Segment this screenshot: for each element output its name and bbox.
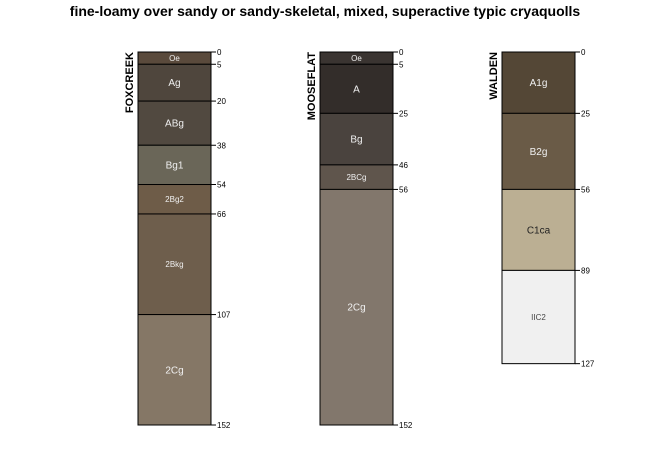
depth-label: 127	[581, 360, 595, 369]
depth-label: 107	[217, 311, 231, 320]
depth-label: 54	[217, 181, 226, 190]
profile-name: FOXCREEK	[124, 52, 136, 113]
depth-label: 38	[217, 141, 226, 150]
horizon-b2g	[501, 112, 576, 190]
horizon-label: 2Cg	[347, 303, 365, 314]
horizon-label: Bg1	[166, 160, 184, 171]
horizon-label: Oe	[351, 54, 362, 63]
soil-profile-foxcreek: Oe Ag ABg Bg1 2Bg2 2Bkg 2Cg 0 5 20 38 54 66 107 152 FOX…	[124, 48, 231, 430]
horizon-2cg	[137, 314, 212, 426]
horizon-bg	[319, 112, 394, 166]
depth-label: 0	[399, 48, 404, 57]
horizon-c1ca	[501, 188, 576, 271]
soil-profile-walden: A1g B2g C1ca IIC2 0 25 56 89 127 WALDEN	[488, 48, 595, 369]
horizon-label: C1ca	[527, 225, 551, 236]
horizon-a1g	[501, 51, 576, 114]
horizon-label: 2Cg	[165, 365, 183, 376]
horizon-label: Oe	[169, 54, 180, 63]
horizon-label: 2BCg	[346, 173, 366, 182]
horizon-label: 2Bg2	[165, 195, 184, 204]
horizon-label: Ag	[168, 78, 180, 89]
horizon-label: Bg	[350, 135, 362, 146]
chart-title: fine-loamy over sandy or sandy-skeletal,…	[69, 3, 581, 19]
depth-label: 5	[217, 60, 222, 69]
profile-name: WALDEN	[488, 52, 500, 100]
horizon-label: B2g	[530, 147, 548, 158]
depth-label: 152	[399, 421, 413, 430]
soil-profile-mooseflat: Oe A Bg 2BCg 2Cg 0 5 25 46 56 152 MOOSEFLAT	[306, 48, 413, 430]
depth-label: 66	[217, 210, 226, 219]
depth-label: 89	[581, 266, 590, 275]
depth-label: 152	[217, 421, 231, 430]
depth-label: 5	[399, 60, 404, 69]
horizon-label: 2Bkg	[165, 260, 183, 269]
horizon-abg	[137, 100, 212, 146]
depth-label: 0	[217, 48, 222, 57]
depth-label: 25	[399, 109, 408, 118]
horizon-label: IIC2	[531, 313, 546, 322]
horizon-label: ABg	[165, 119, 184, 130]
depth-label: 0	[581, 48, 586, 57]
depth-label: 25	[581, 109, 590, 118]
depth-label: 56	[399, 185, 408, 194]
horizon-label: A	[353, 84, 360, 95]
depth-label: 56	[581, 185, 590, 194]
profile-name: MOOSEFLAT	[306, 52, 318, 121]
depth-label: 46	[399, 161, 408, 170]
horizon-ag	[137, 63, 212, 102]
horizon-2bcg	[319, 164, 394, 190]
horizon-label: A1g	[530, 78, 548, 89]
horizon-iic2	[501, 269, 576, 365]
horizon-2cg	[319, 188, 394, 426]
depth-label: 20	[217, 97, 226, 106]
